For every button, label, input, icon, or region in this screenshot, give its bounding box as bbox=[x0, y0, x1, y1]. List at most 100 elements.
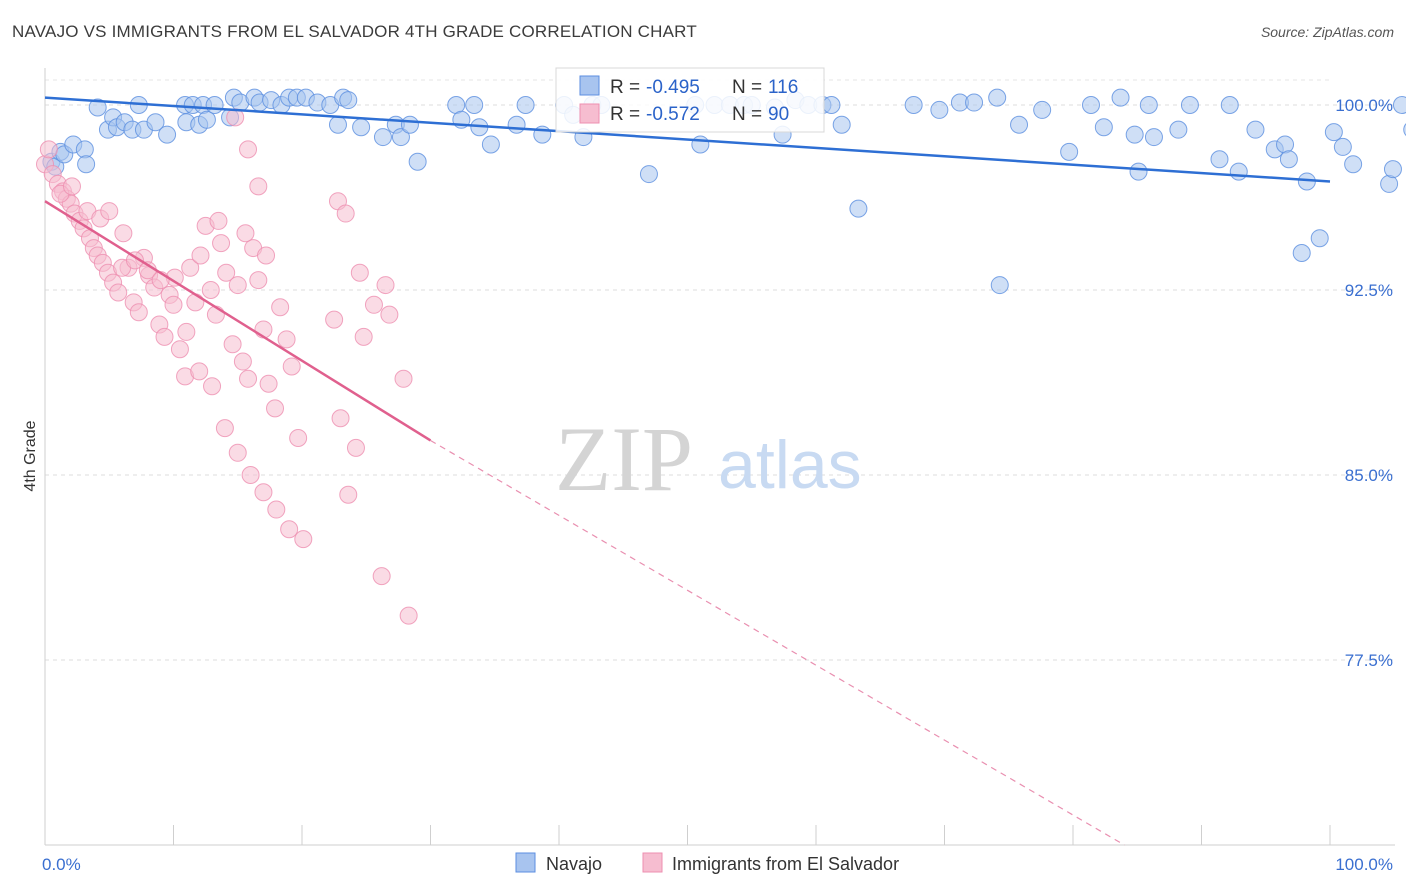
point-0-36 bbox=[328, 115, 347, 134]
axes bbox=[44, 68, 1395, 846]
series-salvador bbox=[36, 108, 418, 625]
point-1-47 bbox=[277, 330, 296, 349]
point-1-57 bbox=[372, 567, 391, 586]
point-1-36 bbox=[217, 263, 236, 282]
point-0-91 bbox=[1210, 150, 1229, 169]
point-0-43 bbox=[400, 115, 419, 134]
point-1-66 bbox=[125, 251, 144, 270]
point-1-71 bbox=[190, 362, 209, 381]
x-tick-labels: 0.0% 100.0% bbox=[42, 855, 1393, 874]
point-1-83 bbox=[239, 140, 258, 159]
point-1-27 bbox=[170, 340, 189, 359]
point-0-97 bbox=[1279, 150, 1298, 169]
point-0-15 bbox=[146, 113, 165, 132]
point-0-94 bbox=[1246, 120, 1265, 139]
legend-swatch-salvador bbox=[579, 103, 600, 124]
legend-n-value-2: 90 bbox=[768, 104, 789, 125]
point-0-39 bbox=[352, 118, 371, 137]
point-1-49 bbox=[289, 429, 308, 447]
point-1-46 bbox=[271, 298, 290, 317]
point-0-42 bbox=[391, 128, 410, 147]
legend-n-value-1: 116 bbox=[768, 77, 798, 98]
trend-line-salvador-extension bbox=[430, 439, 1125, 846]
point-0-89 bbox=[1169, 120, 1188, 139]
point-0-100 bbox=[1310, 229, 1329, 248]
legend-n-label-1: N = bbox=[732, 77, 762, 98]
point-1-48 bbox=[282, 357, 301, 376]
point-1-80 bbox=[236, 224, 255, 243]
trend-line-navajo bbox=[44, 96, 1331, 183]
y-tick-label-2: 85.0% bbox=[1345, 466, 1393, 485]
point-0-88 bbox=[1144, 128, 1163, 147]
source-label: Source: ZipAtlas.com bbox=[1260, 24, 1394, 40]
y-tick-label-3: 77.5% bbox=[1345, 651, 1393, 670]
point-1-59 bbox=[39, 140, 58, 159]
legend-salvador-swatch bbox=[642, 852, 663, 873]
point-1-74 bbox=[228, 443, 247, 462]
point-0-49 bbox=[481, 135, 500, 154]
trend-line-salvador bbox=[44, 200, 432, 442]
x-tick-label-1: 100.0% bbox=[1335, 855, 1393, 874]
point-1-16 bbox=[114, 224, 133, 243]
point-0-102 bbox=[1333, 137, 1352, 156]
point-1-70 bbox=[177, 322, 196, 341]
point-0-51 bbox=[516, 96, 535, 114]
point-1-19 bbox=[129, 303, 148, 322]
point-1-44 bbox=[259, 374, 278, 393]
legend-swatch-navajo bbox=[579, 75, 600, 96]
legend-navajo-swatch bbox=[515, 852, 536, 873]
data-points bbox=[36, 88, 1406, 625]
chart-title: NAVAJO VS IMMIGRANTS FROM EL SALVADOR 4T… bbox=[12, 22, 697, 41]
point-1-81 bbox=[257, 246, 276, 265]
point-1-55 bbox=[354, 327, 373, 346]
point-0-81 bbox=[1060, 142, 1079, 161]
point-0-106 bbox=[1392, 96, 1406, 114]
point-1-38 bbox=[228, 276, 247, 295]
point-1-89 bbox=[380, 305, 399, 324]
point-0-79 bbox=[1010, 115, 1029, 134]
point-0-87 bbox=[1139, 96, 1158, 114]
point-0-73 bbox=[904, 96, 923, 114]
point-1-72 bbox=[203, 377, 222, 396]
point-1-75 bbox=[241, 466, 260, 484]
point-1-84 bbox=[249, 177, 268, 196]
point-1-79 bbox=[209, 211, 228, 230]
point-0-16 bbox=[158, 125, 177, 144]
watermark-atlas: atlas bbox=[718, 427, 862, 503]
point-1-29 bbox=[181, 258, 200, 277]
point-0-76 bbox=[965, 93, 984, 112]
point-0-101 bbox=[1324, 123, 1343, 142]
point-1-90 bbox=[394, 369, 413, 388]
point-1-33 bbox=[201, 281, 220, 299]
point-1-39 bbox=[233, 352, 252, 371]
point-0-23 bbox=[205, 96, 224, 114]
point-0-98 bbox=[1292, 244, 1311, 262]
legend-r-label-2: R = bbox=[610, 104, 640, 125]
point-1-35 bbox=[212, 234, 231, 253]
point-0-78 bbox=[990, 276, 1009, 295]
point-1-56 bbox=[376, 276, 395, 295]
point-0-6 bbox=[77, 155, 96, 174]
legend-n-label-2: N = bbox=[732, 104, 762, 125]
point-1-53 bbox=[339, 485, 358, 504]
point-0-86 bbox=[1129, 162, 1148, 181]
y-tick-label-1: 92.5% bbox=[1345, 281, 1393, 300]
point-0-96 bbox=[1276, 135, 1295, 154]
point-0-74 bbox=[930, 100, 949, 119]
point-1-78 bbox=[280, 520, 299, 539]
point-1-31 bbox=[191, 246, 210, 265]
point-1-42 bbox=[249, 271, 268, 290]
point-0-103 bbox=[1344, 155, 1363, 174]
point-1-50 bbox=[294, 530, 313, 549]
point-1-77 bbox=[267, 500, 286, 519]
point-0-7 bbox=[88, 98, 107, 117]
point-1-73 bbox=[215, 419, 234, 438]
legend-r-value-1: -0.495 bbox=[646, 77, 700, 98]
point-0-85 bbox=[1125, 125, 1144, 144]
point-1-24 bbox=[155, 327, 174, 346]
point-0-105 bbox=[1383, 160, 1402, 179]
point-1-37 bbox=[223, 335, 242, 354]
point-1-87 bbox=[350, 263, 369, 282]
series-legend: Navajo Immigrants from El Salvador bbox=[515, 852, 899, 874]
